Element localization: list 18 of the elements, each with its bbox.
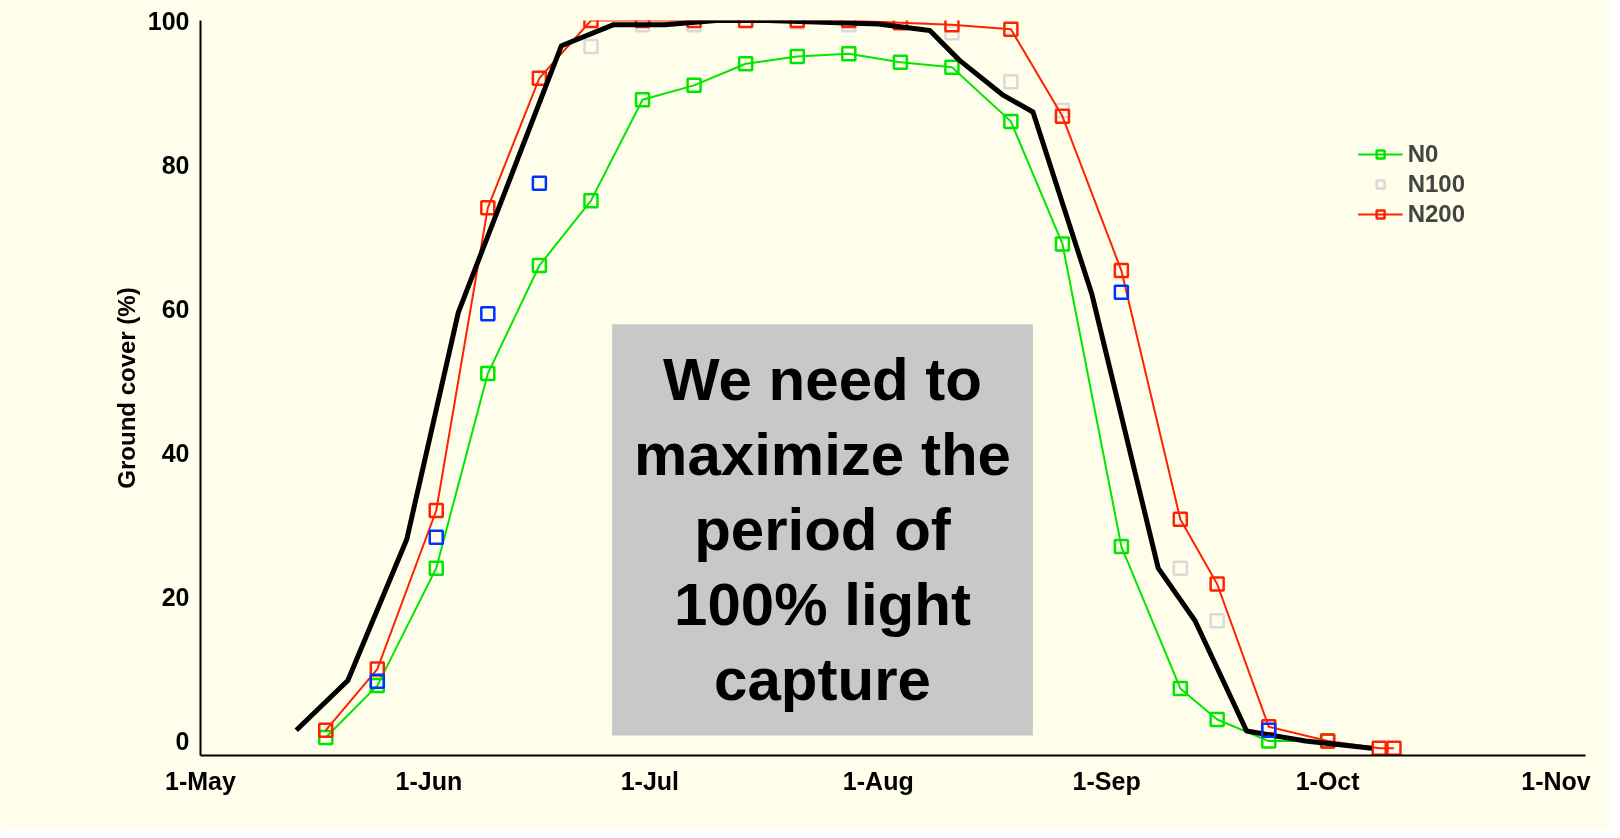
- legend-label: N0: [1407, 140, 1439, 168]
- y-tick-label: 60: [161, 294, 190, 323]
- y-tick-label: 100: [147, 6, 190, 35]
- legend-label: N200: [1407, 200, 1465, 228]
- y-tick-label: 40: [161, 438, 190, 467]
- annotation: We need to maximize the period of 100% light capture: [634, 346, 1011, 714]
- x-tick-label: 1-Aug: [842, 766, 914, 795]
- y-tick-label: 0: [175, 727, 190, 756]
- legend-label: N100: [1407, 170, 1465, 198]
- x-tick-label: 1-Oct: [1295, 766, 1361, 795]
- x-tick-label: 1-Jun: [395, 766, 463, 795]
- y-tick-label: 80: [161, 150, 190, 179]
- x-tick-label: 1-Jul: [620, 766, 680, 795]
- y-axis-title: Ground cover (%): [112, 287, 140, 489]
- x-tick-label: 1-Nov: [1521, 766, 1591, 795]
- x-tick-label: 1-May: [165, 766, 237, 795]
- y-tick-label: 20: [161, 582, 190, 611]
- x-tick-label: 1-Sep: [1072, 766, 1141, 795]
